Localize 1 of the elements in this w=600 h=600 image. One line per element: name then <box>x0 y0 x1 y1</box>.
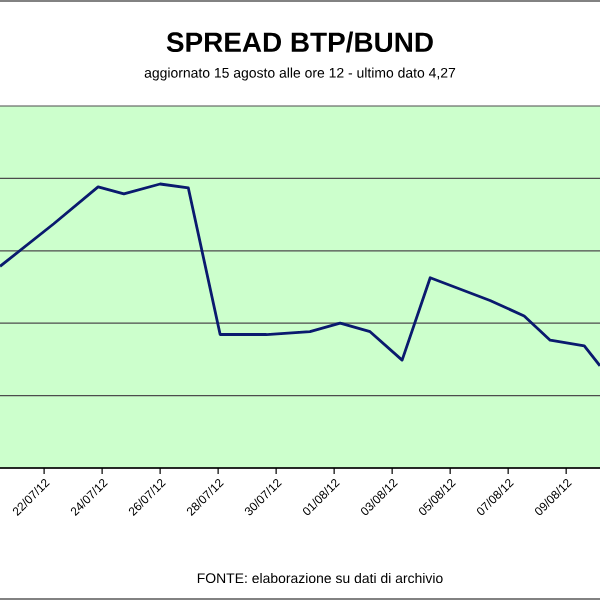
chart-title: SPREAD BTP/BUND <box>166 31 433 53</box>
